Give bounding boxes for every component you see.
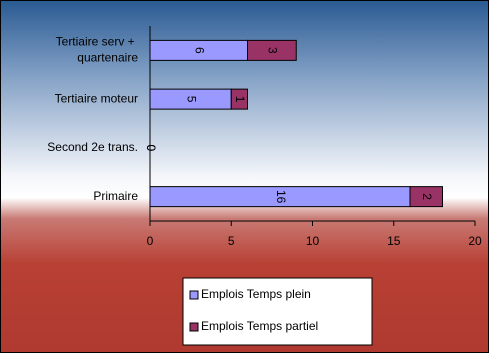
y-tick-label: Primaire <box>93 189 138 203</box>
y-tick-label: Tertiaire moteur <box>55 91 138 105</box>
x-tick-label: 10 <box>306 234 320 248</box>
value-label: 3 <box>266 47 280 54</box>
legend-label: Emplois Temps partiel <box>201 319 318 333</box>
y-tick-label: Second 2e trans. <box>47 140 138 154</box>
y-tick-label: Tertiaire serv + quartenaire <box>56 35 139 65</box>
legend-label: Emplois Temps plein <box>201 287 311 301</box>
x-tick-label: 15 <box>387 234 401 248</box>
legend-box <box>182 277 373 346</box>
value-label: 0 <box>144 145 158 152</box>
x-tick-label: 0 <box>147 234 154 248</box>
value-label: 1 <box>233 96 247 103</box>
x-tick-label: 20 <box>468 234 482 248</box>
bar <box>230 88 248 110</box>
value-label: 2 <box>420 193 434 200</box>
legend-swatch <box>189 322 199 332</box>
value-label: 5 <box>184 96 198 103</box>
x-tick-label: 5 <box>228 234 235 248</box>
bar <box>247 39 297 61</box>
value-label: 6 <box>193 47 207 54</box>
legend-swatch <box>189 290 199 300</box>
bar <box>409 186 443 208</box>
value-label: 0 <box>144 145 158 152</box>
value-label: 16 <box>274 190 288 204</box>
